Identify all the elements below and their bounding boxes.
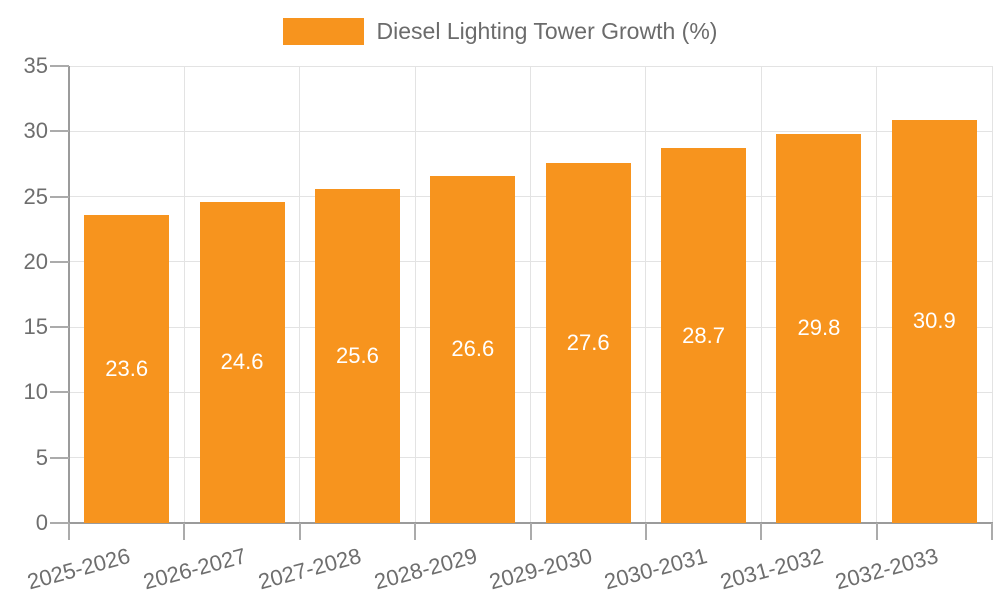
legend[interactable]: Diesel Lighting Tower Growth (%) [0,14,1000,48]
gridline-vertical [760,66,762,523]
x-axis-tick [68,523,70,540]
x-axis-tick [183,523,186,540]
bar-value-label: 24.6 [220,349,264,375]
x-axis-tick [414,523,417,540]
bar-2025-2026[interactable]: 23.6 [84,214,170,523]
x-axis-tick [644,523,647,540]
gridline-vertical [414,66,416,523]
y-axis-tick [50,65,69,67]
bar-2026-2027[interactable]: 24.6 [199,201,285,523]
legend-swatch[interactable] [282,17,364,45]
bar-2031-2032[interactable]: 29.8 [776,133,862,523]
x-axis-tick [298,523,301,540]
x-axis-tick [529,523,532,540]
bar-value-label: 25.6 [336,342,379,368]
legend-label[interactable]: Diesel Lighting Tower Growth (%) [376,17,718,44]
y-axis-tick [50,195,69,198]
x-axis-tick [875,523,878,540]
bar-value-label: 23.6 [105,355,149,381]
y-axis-line [68,66,70,523]
bar-value-label: 27.6 [566,329,610,355]
gridline-vertical [299,66,301,523]
y-axis-tick [50,391,69,394]
x-axis-category-label: 2027-2028 [255,543,364,595]
bar-2032-2033[interactable]: 30.9 [891,119,977,523]
y-axis-tick [50,326,69,329]
gridline-vertical [876,66,878,523]
y-axis-tick-label: 5 [35,444,48,470]
bar-2029-2030[interactable]: 27.6 [545,162,631,523]
bar-value-label: 28.7 [682,322,725,348]
y-axis-tick-label: 10 [23,379,48,405]
y-axis-tick [50,130,69,133]
y-axis-tick-label: 20 [23,248,48,274]
bar-value-label: 30.9 [912,308,956,334]
x-axis-category-label: 2026-2027 [140,543,249,595]
y-axis-tick-label: 25 [23,183,48,209]
y-axis-tick [50,456,69,459]
x-axis-tick [760,523,763,540]
gridline-vertical [530,66,531,523]
gridline-vertical [991,66,993,523]
x-axis-category-label: 2025-2026 [25,543,134,595]
y-axis-tick [50,522,69,524]
x-axis-tick [991,523,993,540]
y-axis-tick-label: 0 [35,510,48,535]
bar-2027-2028[interactable]: 25.6 [314,188,400,523]
x-axis-category-label: 2032-2033 [832,543,941,595]
x-axis-category-label: 2030-2031 [601,543,711,595]
x-axis-category-label: 2031-2032 [717,543,826,595]
bar-value-label: 26.6 [451,336,495,362]
bar-2030-2031[interactable]: 28.7 [661,148,747,523]
y-axis-tick-label: 30 [23,118,48,144]
y-axis-tick [50,260,69,263]
bar-value-label: 29.8 [797,315,841,341]
bar-2028-2029[interactable]: 26.6 [430,175,516,523]
y-axis-tick-label: 15 [23,314,48,340]
gridline-vertical [645,66,647,523]
y-axis-tick-label: 35 [23,53,48,78]
x-axis-category-label: 2029-2030 [486,543,595,595]
gridline-vertical [183,66,185,523]
x-axis-category-label: 2028-2029 [371,543,480,595]
